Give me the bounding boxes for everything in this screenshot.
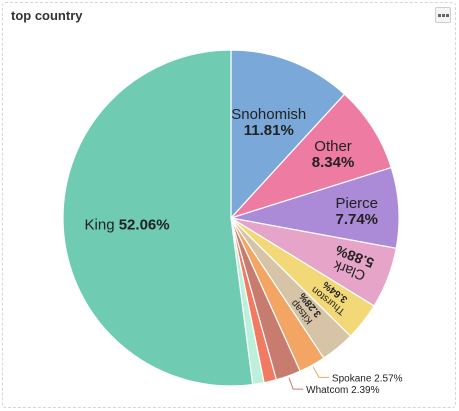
- svg-text:11.81%: 11.81%: [244, 122, 294, 139]
- ellipsis-menu-icon[interactable]: [435, 7, 451, 23]
- pie-slice-snohomish[interactable]: [230, 49, 346, 220]
- leader-line-spokane: [312, 366, 329, 378]
- svg-text:Snohomish: Snohomish: [231, 106, 306, 123]
- svg-text:8.34%: 8.34%: [312, 154, 355, 171]
- slice-label-spokane: Spokane 2.57%: [332, 373, 403, 384]
- leader-line-whatcom: [288, 377, 304, 390]
- svg-text:Pierce: Pierce: [335, 195, 378, 212]
- slice-label-king: King 52.06%: [85, 217, 170, 234]
- slice-label-whatcom: Whatcom 2.39%: [306, 385, 379, 396]
- svg-text:Other: Other: [314, 138, 352, 155]
- pie-slice-other[interactable]: [229, 93, 393, 220]
- svg-text:7.74%: 7.74%: [335, 211, 378, 228]
- panel-title: top country: [11, 8, 83, 23]
- pie-slice-king[interactable]: [62, 49, 254, 387]
